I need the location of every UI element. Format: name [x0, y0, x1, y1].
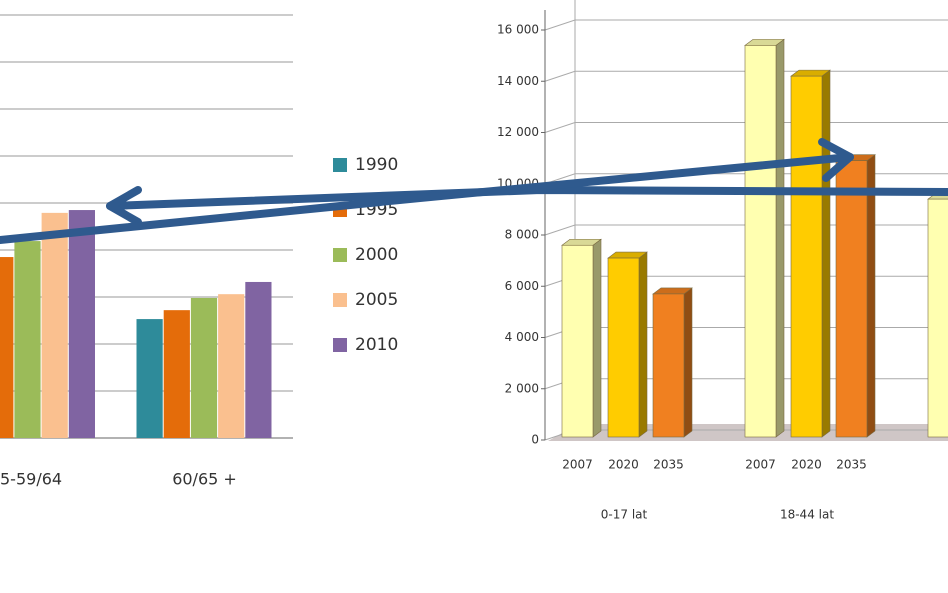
bar [927, 192, 948, 438]
bar [68, 210, 95, 438]
legend-label: 2005 [355, 290, 398, 310]
grid-line [544, 19, 948, 31]
bar-front [607, 257, 640, 438]
y-tick-label: 8 000 [505, 228, 539, 242]
bar [790, 69, 831, 438]
legend-swatch [333, 338, 347, 352]
legend-swatch [333, 293, 347, 307]
bar [561, 238, 602, 438]
category-label: 0-17 lat [601, 508, 648, 522]
category-label: 18-44 lat [780, 508, 834, 522]
y-tick-label: 16 000 [497, 23, 539, 37]
bar-side [592, 238, 602, 438]
legend-label: 2000 [355, 245, 398, 265]
legend-label: 1990 [355, 155, 398, 175]
bar [607, 251, 648, 438]
bar [218, 294, 245, 438]
bar [0, 257, 14, 438]
arrows [0, 138, 948, 244]
bar-front [927, 198, 948, 438]
bar-front [835, 160, 868, 438]
y-tick-label: 14 000 [497, 74, 539, 88]
bar-side [638, 251, 648, 438]
legend-label: 2010 [355, 335, 398, 355]
arrow-right-head [818, 138, 854, 182]
bar [136, 319, 163, 438]
bar-side [866, 154, 876, 438]
bar-year-label: 2020 [608, 458, 639, 472]
bar [190, 297, 218, 438]
y-tick-label: 2 000 [505, 381, 539, 395]
legend-swatch [333, 248, 347, 262]
bar-year-label: 2007 [562, 458, 593, 472]
bar-side [821, 69, 831, 438]
bar [245, 281, 272, 438]
bar-year-label: 2007 [745, 458, 776, 472]
y-tick-label: 0 [531, 433, 539, 447]
y-tick-label: 4 000 [505, 330, 539, 344]
legend-swatch [333, 158, 347, 172]
bar [163, 310, 190, 438]
bar-year-label: 2020 [791, 458, 822, 472]
bar-front [652, 293, 685, 438]
bar-front [744, 45, 777, 438]
bar-side [683, 287, 693, 438]
bar [744, 38, 785, 438]
bar [14, 241, 41, 438]
bar-year-label: 2035 [836, 458, 867, 472]
bar-front [561, 244, 594, 438]
bar-year-label: 2035 [653, 458, 684, 472]
bar [41, 212, 68, 438]
x-tick-label: 5-59/64 [0, 470, 62, 489]
bar-front [790, 75, 823, 438]
bar [835, 154, 876, 438]
y-tick-label: 12 000 [497, 125, 539, 139]
bar-side [775, 38, 785, 438]
x-tick-label: 60/65 + [172, 470, 237, 489]
arrow-right [0, 153, 854, 244]
y-tick-label: 6 000 [505, 279, 539, 293]
arrow-left-head [106, 186, 142, 226]
bar [652, 287, 693, 438]
